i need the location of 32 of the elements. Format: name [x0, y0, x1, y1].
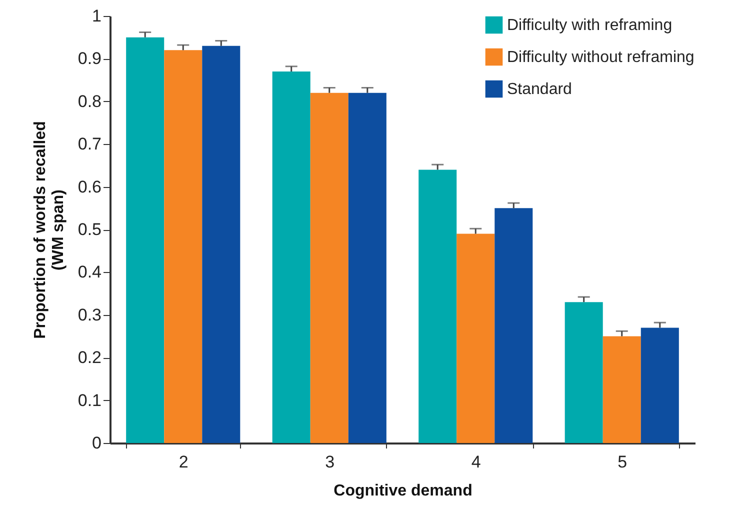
bar: [418, 170, 457, 443]
bar: [640, 328, 679, 443]
y-tick-label: 0.9: [78, 49, 102, 68]
y-tick-label: 0.7: [78, 134, 102, 154]
y-tick-label: 0.6: [78, 177, 102, 196]
y-axis-title: Proportion of words recalled (WM span): [32, 121, 67, 339]
bar: [494, 208, 533, 443]
x-tick-label: 4: [471, 452, 481, 472]
bar: [348, 92, 386, 443]
bar: [456, 234, 495, 443]
bar: [126, 37, 164, 443]
y-tick-label: 0: [92, 434, 102, 452]
y-tick-label: 1: [92, 6, 102, 26]
y-tick-label: 0.8: [78, 92, 102, 111]
y-tick-label: 0.3: [78, 305, 102, 324]
y-tick-label: 0.5: [78, 220, 102, 239]
bar: [602, 336, 641, 443]
bar: [164, 50, 202, 443]
bar: [564, 302, 603, 443]
x-tick-label: 2: [178, 452, 188, 472]
legend-label: Difficulty without reframing: [507, 49, 694, 66]
y-tick-label: 0.2: [78, 348, 102, 368]
x-axis-title: Cognitive demand: [334, 482, 472, 500]
bar: [272, 72, 310, 443]
x-tick-label: 5: [618, 452, 628, 472]
x-tick-label: 3: [325, 452, 335, 472]
bar: [202, 46, 240, 443]
legend-label: Standard: [507, 81, 572, 98]
bar: [310, 92, 348, 443]
y-tick-label: 0.4: [78, 262, 102, 282]
y-tick-label: 0.1: [78, 390, 102, 410]
legend-label: Difficulty with reframing: [507, 17, 672, 34]
